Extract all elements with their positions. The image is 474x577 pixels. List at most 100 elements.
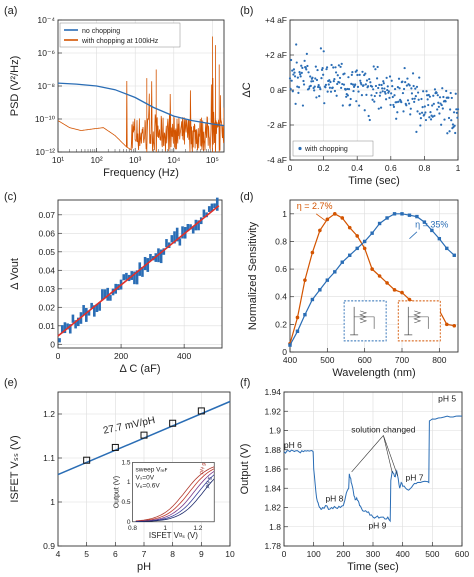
y-axis-label: ΔC (241, 82, 253, 97)
data-point (384, 98, 388, 101)
data-point (367, 114, 370, 118)
data-point (392, 288, 397, 292)
data-point (403, 66, 406, 70)
data-point (385, 76, 388, 79)
ph-label: pH 5 (438, 394, 456, 404)
slope-annotation: 27.7 mV/pH (102, 415, 156, 437)
data-point (307, 71, 310, 74)
data-point (319, 88, 322, 91)
plot-frame (57, 391, 231, 547)
data-point (407, 297, 412, 302)
data-point (76, 317, 80, 327)
data-point (349, 97, 352, 101)
data-point (383, 90, 387, 94)
x-axis-label: Frequency (Hz) (103, 167, 179, 179)
data-point (426, 98, 429, 101)
data-point (418, 76, 421, 79)
data-point (295, 61, 298, 64)
data-point (433, 114, 436, 117)
inset-text: sweep Vᵣₑꜰ (136, 466, 169, 473)
annotation-text: solution changed (351, 424, 416, 434)
x-tick-label: 6 (113, 549, 118, 559)
data-point (381, 90, 384, 93)
legend-b: with chopping (292, 140, 374, 157)
data-point (165, 239, 168, 248)
data-point (427, 103, 430, 107)
data-point (289, 87, 292, 90)
inset-y-tick-label: 0.5 (121, 499, 130, 506)
data-point (391, 95, 394, 99)
inset-curve-label: pH 9 (198, 462, 208, 475)
data-point (423, 105, 426, 108)
data-point (393, 87, 397, 91)
data-point (429, 118, 433, 121)
x-tick-label: 10¹ (52, 155, 64, 165)
data-point (409, 113, 412, 116)
data-point (125, 272, 128, 280)
x-tick-label: 0 (282, 549, 287, 559)
data-point (293, 71, 296, 74)
data-point (371, 98, 374, 101)
inset-y-tick-label: 0 (127, 519, 131, 526)
data-point (364, 83, 367, 86)
chart-a: 10¹ 10² 10³ 10⁴ 10⁵ 10⁻¹² 10⁻¹⁰ 10⁻⁸ 10⁻⁶ 10⁻⁴ Fre… (4, 5, 225, 179)
data-point (90, 302, 93, 309)
x-tick-label: 7 (142, 549, 147, 559)
inset-curve (135, 478, 215, 522)
data-point (378, 94, 381, 97)
data-point (401, 91, 405, 95)
data-point (327, 83, 330, 86)
data-point (293, 75, 297, 78)
data-point (428, 95, 432, 98)
plot-frame (289, 199, 459, 353)
data-point (311, 80, 315, 83)
data-point (447, 116, 451, 120)
data-point (392, 105, 396, 109)
data-point (329, 80, 332, 84)
inset-curve (135, 466, 215, 522)
x-axis-label: Time (sec) (347, 561, 399, 573)
data-point (390, 92, 393, 95)
data-point (414, 95, 417, 98)
data-point (318, 86, 321, 89)
data-point (401, 80, 404, 83)
y-tick-label: 1.9 (269, 426, 281, 436)
x-tick-label: 400 (396, 549, 410, 559)
data-point (370, 94, 373, 97)
x-tick-label: 200 (114, 351, 128, 361)
data-point (357, 90, 360, 93)
data-point (422, 90, 425, 93)
data-point (133, 271, 136, 285)
data-point (425, 94, 429, 97)
data-point (431, 115, 434, 118)
data-point (375, 77, 379, 80)
data-point (402, 87, 406, 91)
data-point (374, 84, 378, 88)
data-point (60, 325, 64, 334)
data-point (93, 305, 96, 317)
data-point (450, 119, 453, 122)
data-point (306, 64, 309, 68)
x-axis-label: Time (sec) (348, 175, 400, 187)
legend-entry: no chopping (82, 28, 120, 35)
y-tick-label: 0 (50, 339, 55, 349)
data-point (373, 100, 376, 103)
data-point (297, 86, 301, 89)
data-point (318, 228, 322, 233)
data-point (159, 249, 163, 264)
data-point (404, 80, 407, 84)
data-point (346, 94, 349, 97)
data-point (348, 253, 352, 257)
x-tick-label: 0.6 (385, 163, 397, 173)
data-point (111, 443, 119, 451)
legend-entry: with chopping (304, 146, 348, 153)
inset-x-tick-label: 1 (163, 525, 167, 532)
data-point (335, 94, 338, 97)
data-point (386, 85, 389, 88)
data-point (330, 63, 333, 67)
data-point (356, 73, 359, 77)
y-tick-label: 1.86 (264, 464, 281, 474)
data-point (301, 104, 305, 107)
data-point (416, 110, 419, 113)
legend-marker (298, 146, 302, 151)
